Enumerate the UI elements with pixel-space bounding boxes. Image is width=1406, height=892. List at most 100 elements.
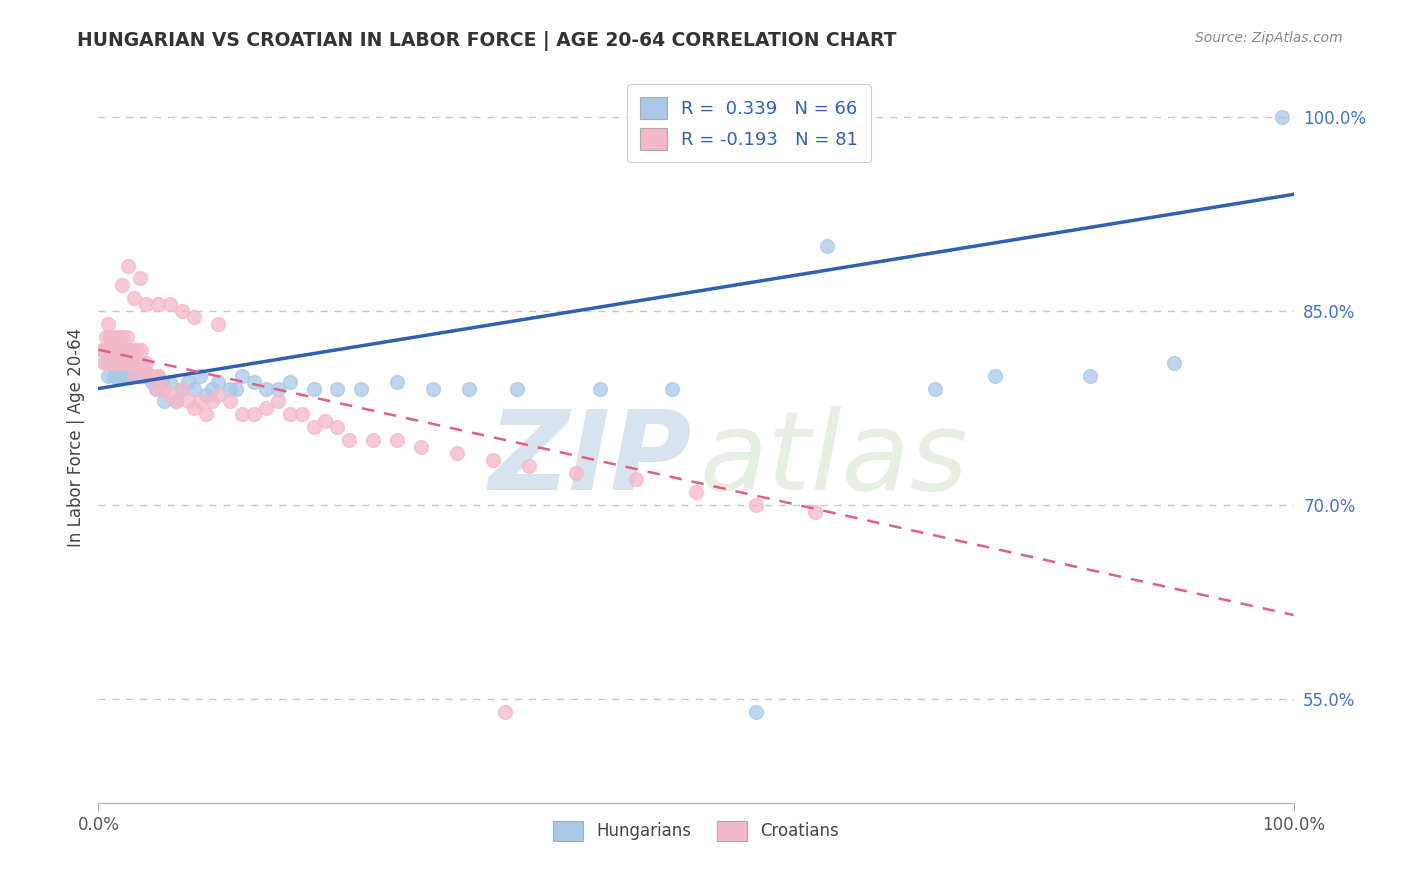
Point (231, 368, 253, 383)
Point (96, 356, 118, 370)
Point (153, 382, 176, 396)
Point (201, 394, 224, 409)
Point (385, 375, 409, 389)
Text: atlas: atlas (700, 406, 969, 513)
Point (385, 434, 409, 448)
Point (103, 330, 125, 344)
Point (339, 434, 361, 448)
Point (165, 394, 187, 409)
Point (111, 349, 134, 363)
Point (350, 382, 373, 396)
Point (1080, 368, 1102, 383)
Point (141, 375, 163, 389)
Point (254, 401, 277, 415)
Point (105, 356, 128, 370)
Point (565, 466, 588, 480)
Point (97, 368, 120, 383)
Point (481, 452, 505, 467)
Point (804, 504, 827, 518)
Point (924, 382, 946, 396)
Point (278, 408, 301, 422)
Point (219, 382, 242, 396)
Point (278, 375, 301, 389)
Point (110, 343, 132, 357)
Point (148, 297, 170, 311)
Point (107, 356, 129, 370)
Point (302, 420, 325, 434)
Point (984, 368, 1007, 383)
Point (108, 368, 131, 383)
Point (363, 434, 385, 448)
Legend: Hungarians, Croatians: Hungarians, Croatians (546, 813, 846, 849)
Point (93, 356, 115, 370)
Point (291, 408, 314, 422)
Point (188, 394, 211, 409)
Point (326, 382, 349, 396)
Point (159, 388, 181, 402)
Point (118, 362, 141, 376)
Point (124, 291, 146, 305)
Point (183, 382, 205, 396)
Point (183, 401, 205, 415)
Point (94, 330, 117, 344)
Point (114, 368, 136, 383)
Point (111, 356, 134, 370)
Text: Source: ZipAtlas.com: Source: ZipAtlas.com (1195, 31, 1343, 45)
Point (446, 446, 468, 460)
Point (626, 472, 648, 486)
Point (141, 368, 163, 383)
Point (148, 368, 170, 383)
Point (107, 343, 129, 357)
Point (124, 356, 146, 370)
Point (124, 368, 146, 383)
Point (201, 382, 224, 396)
Point (117, 368, 139, 383)
Point (219, 394, 242, 409)
Point (111, 368, 134, 383)
Point (267, 394, 290, 409)
Point (131, 368, 153, 383)
Point (110, 356, 132, 370)
Point (112, 343, 135, 357)
Point (422, 382, 444, 396)
Point (96, 343, 118, 357)
Point (148, 368, 170, 383)
Point (101, 356, 124, 370)
Point (188, 368, 211, 383)
Point (98, 343, 122, 357)
Point (207, 388, 229, 402)
Point (117, 259, 139, 273)
Point (107, 343, 129, 357)
Point (1271, 110, 1294, 124)
Point (589, 382, 612, 396)
Point (127, 368, 149, 383)
Point (135, 297, 157, 311)
Point (120, 356, 142, 370)
Point (128, 356, 150, 370)
Point (114, 356, 136, 370)
Point (100, 343, 122, 357)
Point (685, 485, 707, 500)
Point (207, 375, 229, 389)
Point (98, 343, 122, 357)
Point (97, 317, 120, 331)
Point (129, 271, 152, 285)
Point (91, 343, 114, 357)
Point (315, 414, 337, 428)
Point (111, 277, 134, 292)
Point (195, 408, 218, 422)
Point (107, 336, 129, 351)
Point (131, 343, 153, 357)
Point (93, 343, 115, 357)
Point (112, 362, 135, 376)
Point (458, 382, 481, 396)
Point (177, 375, 200, 389)
Point (506, 382, 529, 396)
Point (150, 375, 173, 389)
Point (98, 330, 122, 344)
Point (138, 368, 160, 383)
Point (111, 330, 134, 344)
Point (267, 382, 290, 396)
Point (104, 343, 127, 357)
Point (1163, 356, 1185, 370)
